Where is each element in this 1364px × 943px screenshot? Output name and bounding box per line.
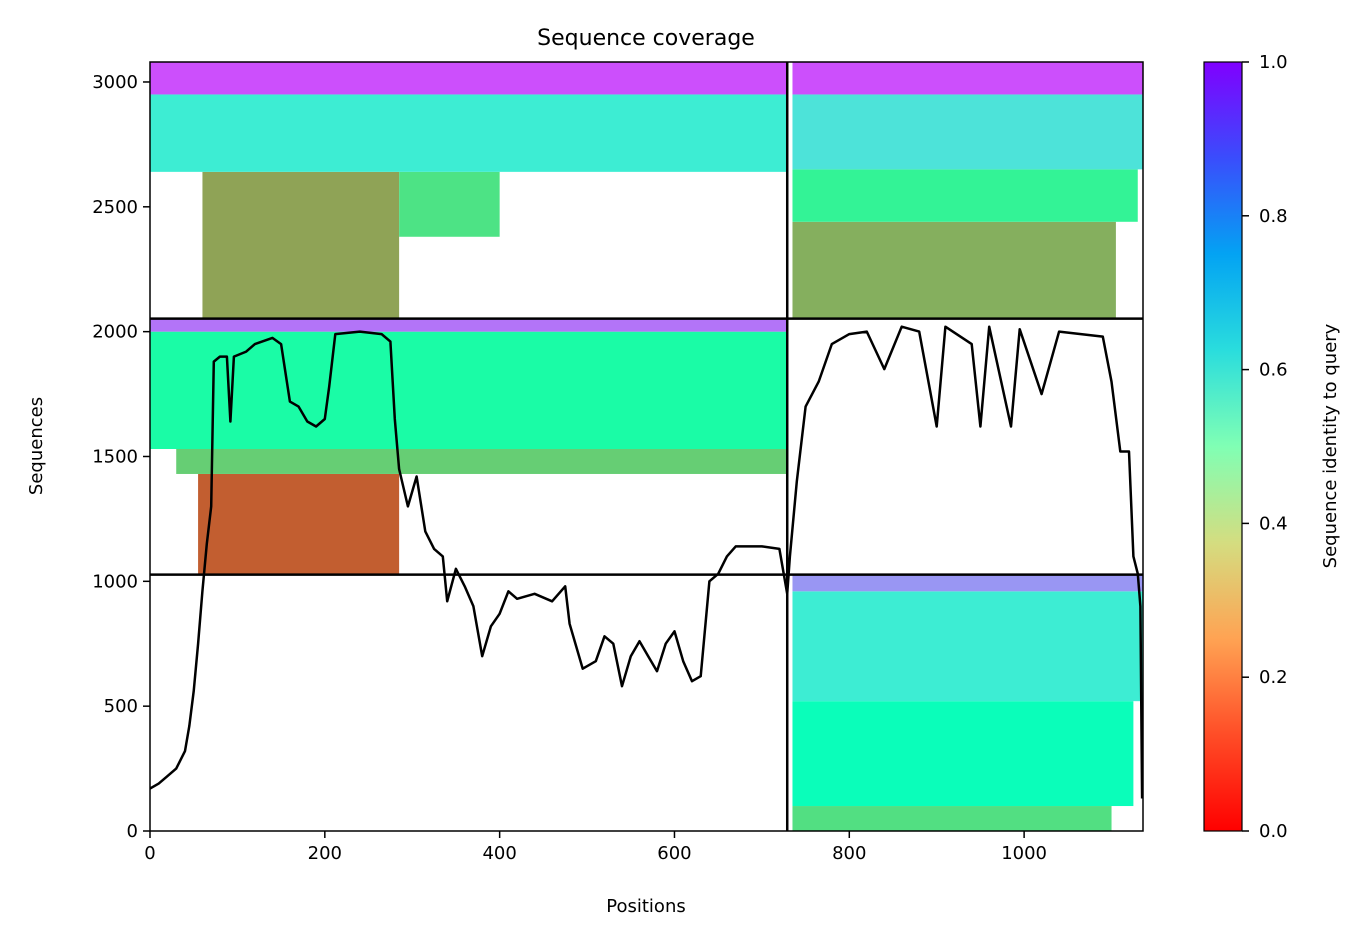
x-tick-label: 0 bbox=[144, 843, 155, 864]
chart-title: Sequence coverage bbox=[537, 26, 755, 51]
identity-blocks bbox=[150, 62, 1143, 831]
identity-band-1 bbox=[792, 701, 1134, 807]
block-top-left bbox=[150, 62, 788, 319]
colorbar-tick-label: 1.0 bbox=[1259, 52, 1288, 73]
identity-band-3 bbox=[792, 574, 1143, 592]
y-tick-label: 500 bbox=[104, 696, 138, 717]
y-tick-label: 2000 bbox=[92, 322, 138, 343]
y-tick-label: 2500 bbox=[92, 197, 138, 218]
x-tick-label: 200 bbox=[308, 843, 342, 864]
colorbar-label: Sequence identity to query bbox=[1320, 323, 1341, 568]
divider-lines bbox=[150, 62, 1143, 831]
x-tick-label: 400 bbox=[482, 843, 516, 864]
y-tick-label: 3000 bbox=[92, 72, 138, 93]
identity-band-0 bbox=[198, 473, 400, 575]
colorbar-tick-label: 0.4 bbox=[1259, 513, 1288, 534]
plot-frame bbox=[149, 61, 1144, 832]
identity-band-2 bbox=[792, 591, 1143, 702]
identity-band-2 bbox=[792, 94, 1143, 170]
block-bottom-right bbox=[792, 574, 1143, 831]
colorbar-tick-label: 0.6 bbox=[1259, 360, 1288, 381]
y-tick-label: 1000 bbox=[92, 571, 138, 592]
block-middle-left bbox=[150, 318, 788, 575]
identity-band-0 bbox=[202, 171, 400, 319]
y-axis-label: Sequences bbox=[26, 397, 47, 495]
identity-band-3 bbox=[792, 62, 1143, 95]
identity-band-0 bbox=[792, 221, 1116, 319]
identity-band-2 bbox=[150, 331, 788, 449]
identity-band-1 bbox=[792, 169, 1138, 222]
colorbar-tick-label: 0.8 bbox=[1259, 206, 1288, 227]
colorbar-ticks: 0.0 0.2 0.4 0.6 0.8 1.0 bbox=[1242, 52, 1288, 842]
colorbar-tick-label: 0.2 bbox=[1259, 667, 1288, 688]
block-top-right bbox=[792, 62, 1143, 319]
identity-band-2 bbox=[150, 94, 788, 172]
colorbar-tick-label: 0.0 bbox=[1259, 821, 1288, 842]
x-tick-label: 1000 bbox=[1001, 843, 1047, 864]
colorbar bbox=[1203, 61, 1243, 832]
y-tick-label: 1500 bbox=[92, 446, 138, 467]
coverage-line bbox=[150, 325, 1143, 799]
y-tick-label: 0 bbox=[127, 821, 138, 842]
identity-band-1 bbox=[176, 448, 788, 474]
identity-band-1 bbox=[399, 171, 500, 237]
identity-band-3 bbox=[150, 62, 788, 95]
x-tick-label: 800 bbox=[832, 843, 866, 864]
x-axis-label: Positions bbox=[606, 896, 685, 917]
coverage-line-group bbox=[150, 325, 1143, 799]
x-axis: 0 200 400 600 800 1000 bbox=[144, 831, 1047, 864]
x-tick-label: 600 bbox=[657, 843, 691, 864]
identity-band-3 bbox=[150, 318, 788, 332]
y-axis: 0 500 1000 1500 2000 2500 3000 bbox=[92, 72, 150, 842]
identity-band-0 bbox=[792, 806, 1112, 831]
